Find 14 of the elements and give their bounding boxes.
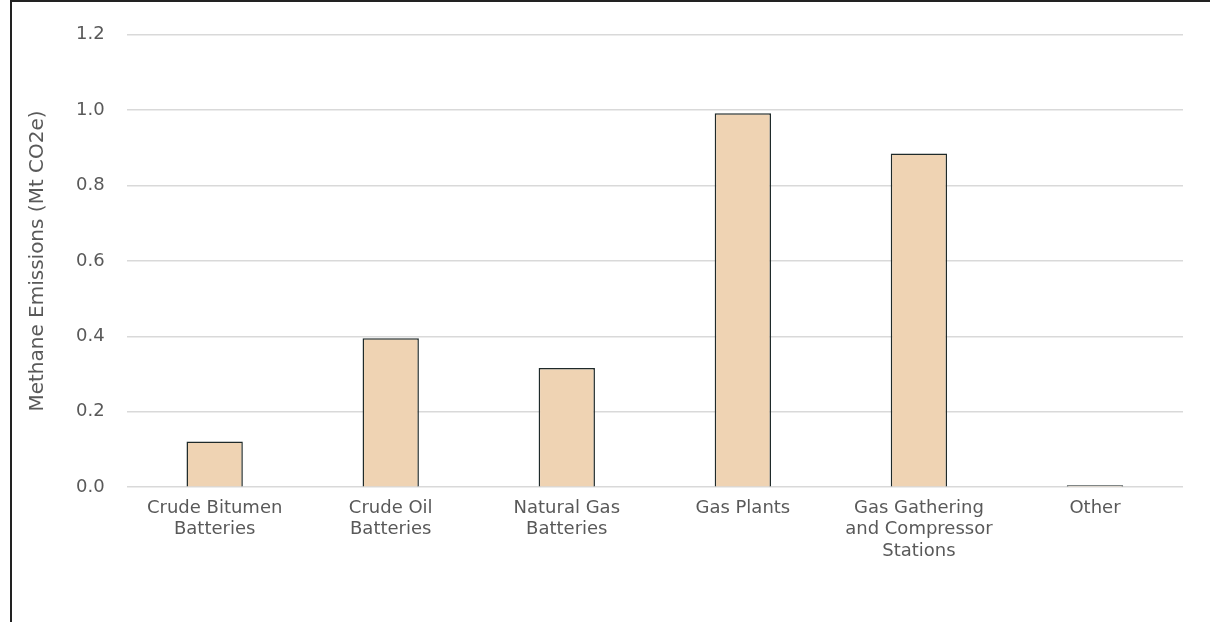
x-tick-label: Natural Gas Batteries [513, 495, 621, 539]
y-tick-label: 0.6 [75, 248, 105, 270]
y-tick-label: 1.2 [75, 22, 105, 44]
x-tick-label: Gas Gathering and Compressor Stations [845, 495, 994, 560]
y-tick-label: 0.8 [75, 173, 105, 195]
y-tick-label: 0.4 [75, 324, 105, 346]
x-tick-label: Crude Bitumen Batteries [146, 495, 283, 539]
x-tick-label: Other [1069, 495, 1122, 517]
y-tick-label: 1.0 [75, 97, 105, 119]
x-tick-label: Crude Oil Batteries [348, 495, 433, 539]
y-axis-title: Methane Emissions (Mt CO2e) [24, 110, 49, 412]
y-tick-label: 0.0 [75, 474, 105, 496]
x-tick-label: Gas Plants [695, 495, 791, 517]
y-tick-label: 0.2 [75, 399, 105, 421]
